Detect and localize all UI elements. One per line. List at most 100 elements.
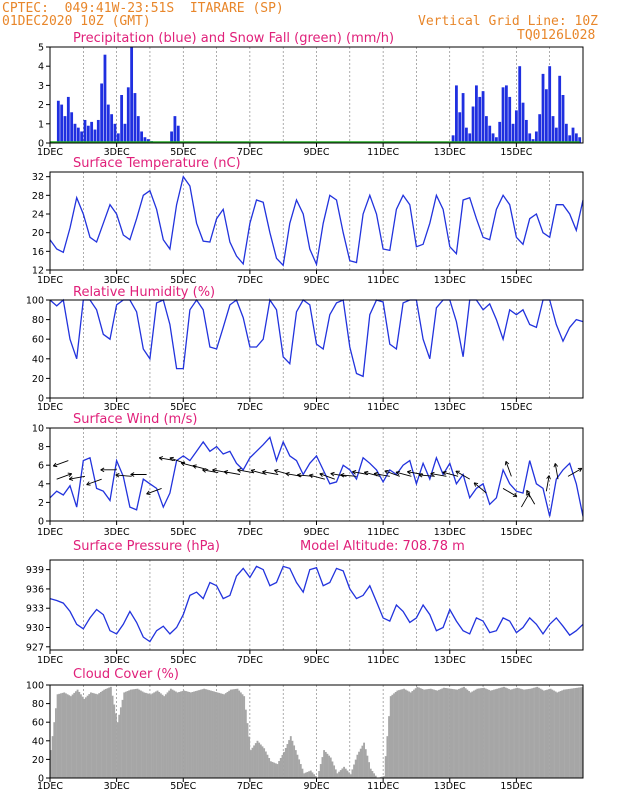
wind-arrow — [146, 488, 162, 495]
cloud-bar — [344, 768, 347, 778]
cloud-bar — [318, 771, 321, 778]
precip-bar — [538, 114, 542, 143]
precip-bar — [551, 116, 555, 143]
cloud-bar — [406, 690, 409, 778]
cloud-xtick-label: 11DEC — [367, 781, 399, 792]
cloud-bar — [243, 696, 246, 778]
precip-bar — [96, 119, 100, 143]
precip-bar — [63, 116, 67, 143]
precip-ytick-label: 2 — [38, 100, 44, 111]
cloud-bar — [256, 740, 259, 778]
cloud-bar — [489, 690, 492, 778]
cloud-bar — [511, 689, 514, 778]
cloud-bar — [539, 688, 542, 778]
cloud-bar — [259, 744, 262, 778]
cloud-bar — [199, 689, 202, 778]
cloud-bar — [179, 691, 182, 778]
humidity-xtick-label: 3DEC — [104, 402, 130, 413]
precip-bar — [491, 133, 495, 143]
cloud-bar — [191, 691, 194, 778]
cloud-bar — [509, 689, 512, 778]
cloud-bar — [479, 688, 482, 778]
cloud-bar — [278, 761, 281, 778]
cloud-bar — [313, 774, 316, 778]
temperature-xtick-label: 3DEC — [104, 275, 130, 286]
wind-arrow — [395, 470, 412, 477]
cloud-bar — [271, 761, 274, 778]
cloud-bar — [309, 770, 312, 778]
cloud-bar — [516, 687, 519, 778]
humidity-xtick-label: 13DEC — [434, 402, 466, 413]
precip-bar — [518, 66, 522, 143]
cloud-bar — [211, 691, 214, 778]
cloud-bar — [169, 688, 172, 778]
wind-xtick-label: 5DEC — [170, 527, 196, 538]
pressure-ytick-label: 936 — [26, 584, 44, 595]
temperature-xtick-label: 9DEC — [304, 275, 330, 286]
cloud-bar — [244, 709, 247, 778]
wind-arrow — [115, 472, 132, 478]
cloud-bar — [108, 687, 111, 778]
humidity-xtick-label: 15DEC — [500, 402, 532, 413]
cloud-bar — [326, 753, 329, 778]
cloud-bar — [194, 691, 197, 778]
wind-ytick-label: 4 — [38, 479, 44, 490]
temperature-ytick-label: 24 — [32, 210, 44, 221]
cloud-bar — [499, 687, 502, 778]
wind-xtick-label: 9DEC — [304, 527, 330, 538]
cloud-bar — [561, 690, 564, 778]
precip-bar — [113, 123, 117, 143]
cloud-bar — [356, 754, 359, 778]
precip-bar — [80, 131, 84, 143]
precip-bar — [501, 87, 505, 143]
cloud-bar — [138, 689, 141, 778]
cloud-bar — [143, 692, 146, 778]
cloud-bar — [371, 771, 374, 778]
cloud-bar — [559, 691, 562, 778]
cloud-bar — [136, 688, 139, 778]
cloud-bar — [286, 744, 289, 778]
cloud-bar — [246, 723, 249, 778]
cloud-bar — [226, 691, 229, 778]
precip-bar — [116, 133, 120, 143]
cloud-bar — [513, 688, 515, 778]
cloud-bar — [99, 691, 102, 778]
wind-ytick-label: 6 — [38, 461, 44, 472]
precip-bar — [481, 91, 485, 143]
cloud-bar — [381, 776, 384, 778]
cloud-bar — [366, 755, 369, 778]
humidity-ytick-label: 40 — [32, 354, 44, 365]
pressure-subtitle: Model Altitude: 708.78 m — [300, 539, 465, 554]
cloud-bar — [281, 754, 284, 778]
temperature-line — [49, 175, 584, 267]
pressure-xtick-label: 13DEC — [434, 655, 466, 666]
cloud-bar — [129, 689, 132, 778]
wind-arrow — [319, 472, 335, 480]
cloud-bar — [374, 775, 377, 778]
cloud-bar — [111, 695, 114, 778]
cloud-bar — [419, 688, 422, 778]
cloud-bar — [161, 694, 164, 778]
cloud-bar — [294, 750, 297, 778]
precip-bar — [475, 85, 478, 143]
cloud-bar — [91, 692, 94, 778]
cloud-bar — [359, 748, 362, 778]
wind-arrow — [86, 478, 102, 486]
cloud-bar — [444, 688, 447, 778]
cloud-bar — [88, 694, 91, 778]
cloud-bar — [176, 692, 179, 778]
precip-xtick-label: 11DEC — [367, 147, 399, 158]
precip-bar — [488, 125, 492, 143]
cloud-bar — [483, 687, 485, 778]
precip-bar — [548, 66, 552, 143]
wind-arrow — [68, 475, 86, 481]
cloud-bar — [319, 764, 322, 778]
precip-bar — [498, 121, 502, 143]
precip-bar — [521, 102, 525, 143]
cloud-bar — [498, 688, 500, 778]
cloud-bar — [84, 697, 87, 778]
cloud-bar — [73, 692, 76, 778]
wind-arrow — [373, 471, 390, 477]
cloud-bar — [409, 692, 412, 778]
wind-ytick-label: 10 — [32, 424, 44, 435]
